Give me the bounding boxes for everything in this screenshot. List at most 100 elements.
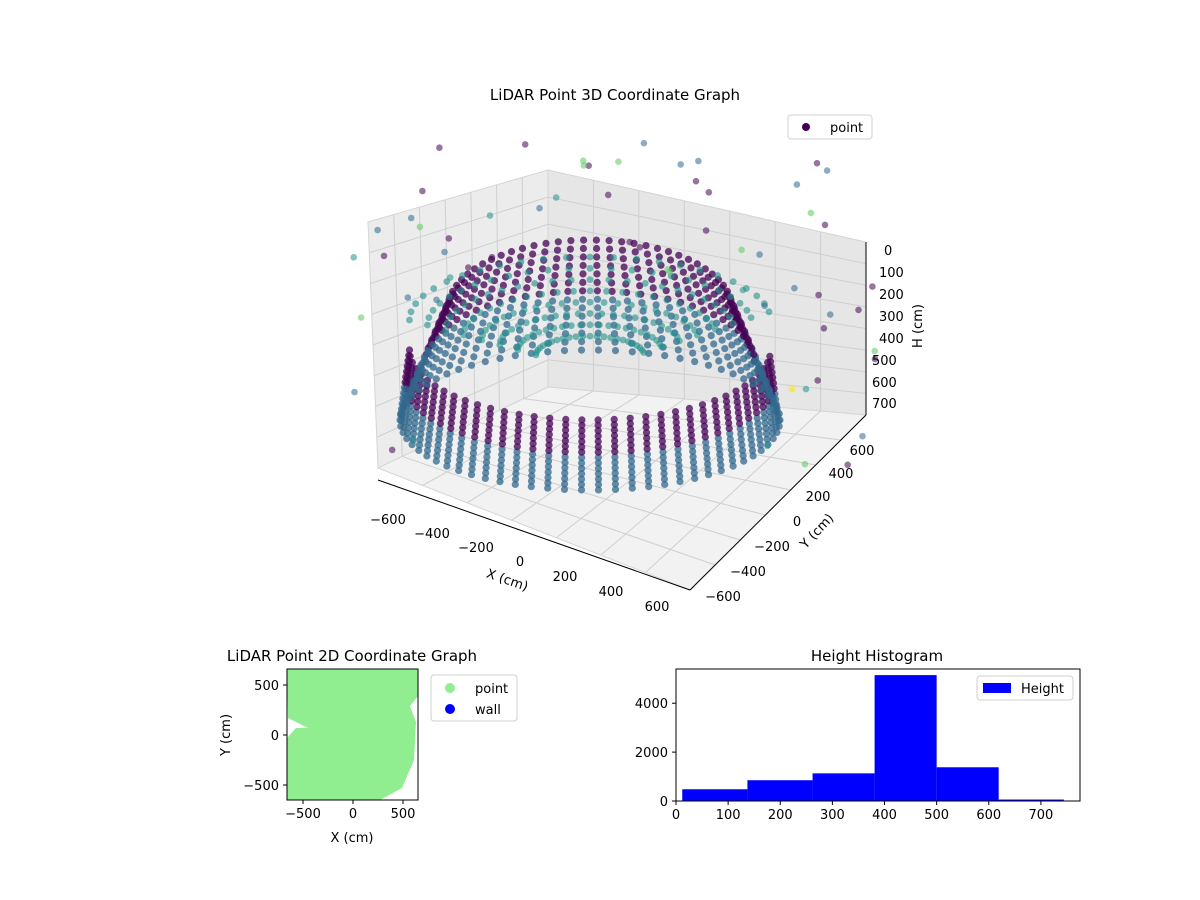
scatter-point	[659, 443, 667, 451]
scatter-point	[561, 431, 570, 440]
scatter-point	[577, 346, 586, 354]
scatter-point	[446, 435, 454, 443]
scatter-point	[529, 434, 537, 442]
scatter-point	[518, 244, 527, 252]
scatter-point	[499, 424, 507, 432]
scatter-point	[633, 255, 641, 263]
scatter-point	[473, 401, 482, 409]
scatter-point	[815, 291, 822, 299]
scatter-point	[762, 424, 770, 432]
scatter-point	[762, 430, 771, 438]
scatter-point	[694, 331, 701, 339]
scatter-point	[528, 466, 536, 474]
scatter-point	[717, 467, 725, 475]
scatter-point	[610, 311, 617, 318]
h-tick-label: 100	[879, 266, 904, 281]
scatter-point	[664, 248, 673, 256]
scatter-point	[542, 326, 550, 334]
scatter-point	[579, 278, 587, 286]
scatter-point	[579, 332, 587, 340]
scatter-point	[603, 287, 610, 295]
scatter-point	[711, 301, 719, 309]
h-tick-label: 400	[879, 332, 904, 347]
x-ticks-hist: 0 100 200 300 400 500 600 700	[672, 801, 1053, 823]
scatter-point	[666, 256, 675, 264]
scatter-point	[611, 453, 619, 461]
scatter-point	[631, 314, 639, 322]
scatter-point	[488, 253, 496, 261]
scatter-point	[578, 421, 586, 429]
scatter-point	[412, 408, 420, 416]
scatter-point	[578, 338, 586, 346]
scatter-point	[677, 161, 684, 168]
scatter-point	[514, 432, 522, 440]
scatter-point	[757, 367, 765, 375]
scatter-point	[688, 291, 696, 298]
scatter-point	[594, 338, 603, 346]
scatter-point	[498, 451, 506, 459]
scatter-point	[611, 458, 619, 466]
scatter-point	[455, 467, 463, 475]
scatter-point	[397, 410, 405, 418]
scatter-point	[631, 248, 639, 256]
scatter-point	[766, 408, 774, 416]
scatter-point	[758, 392, 766, 400]
scatter-point	[759, 403, 767, 411]
scatter-point	[485, 421, 493, 429]
scatter-point	[426, 425, 434, 433]
scatter-point	[451, 345, 459, 353]
scatter-point	[738, 446, 747, 454]
scatter-point	[562, 421, 570, 429]
scatter-point	[717, 365, 725, 373]
scatter-point	[513, 453, 521, 461]
scatter-point	[404, 357, 412, 365]
scatter-point	[438, 403, 446, 411]
legend-wall-marker	[445, 704, 455, 714]
legend-hist-swatch	[983, 683, 1011, 693]
scatter-point	[594, 459, 603, 467]
scatter-point	[736, 419, 744, 428]
scatter-point	[606, 245, 614, 253]
scatter-point	[511, 352, 519, 360]
scatter-point	[486, 212, 494, 219]
scatter-point	[621, 272, 629, 280]
scatter-point	[415, 386, 423, 394]
legend-hist-label: Height	[1021, 682, 1064, 697]
scatter-point	[594, 346, 603, 354]
scatter-point	[673, 429, 681, 437]
scatter-point	[482, 326, 489, 334]
histogram-bars	[682, 675, 1080, 801]
scatter-point	[496, 478, 504, 486]
scatter-point	[404, 294, 412, 301]
scatter-point	[684, 285, 692, 293]
scatter-point	[528, 341, 537, 349]
scatter-point	[687, 421, 695, 429]
scatter-point	[659, 453, 667, 461]
scatter-point	[676, 262, 684, 269]
scatter-point	[724, 408, 732, 416]
scatter-point	[715, 445, 723, 453]
scatter-point	[472, 422, 480, 430]
scatter-point	[761, 302, 768, 310]
scatter-point	[704, 361, 713, 369]
scatter-point	[524, 275, 532, 284]
legend-3d: point	[787, 114, 873, 140]
scatter-point	[593, 244, 601, 253]
scatter-point	[551, 272, 559, 280]
scatter-point	[729, 462, 737, 470]
scatter-point	[487, 404, 495, 412]
scatter-point	[406, 316, 413, 324]
scatter-point	[580, 157, 587, 164]
scatter-point	[536, 282, 544, 290]
scatter-point	[855, 306, 862, 314]
scatter-point	[644, 466, 652, 474]
scatter-point	[411, 414, 420, 422]
scatter-point	[509, 296, 517, 304]
scatter-point	[743, 403, 752, 411]
scatter-point	[620, 263, 628, 271]
scatter-point	[457, 445, 465, 453]
scatter-point	[559, 335, 567, 342]
scatter-point	[628, 484, 636, 492]
scatter-point	[512, 470, 520, 478]
scatter-point	[448, 353, 456, 361]
